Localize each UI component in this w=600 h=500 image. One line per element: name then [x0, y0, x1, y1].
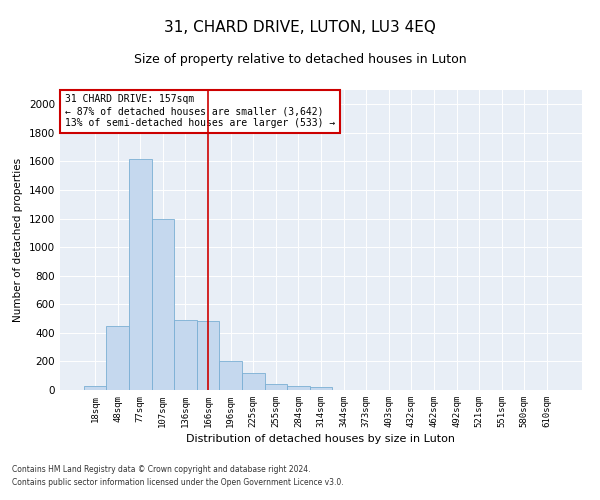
Bar: [152, 218, 174, 390]
X-axis label: Distribution of detached houses by size in Luton: Distribution of detached houses by size …: [187, 434, 455, 444]
Y-axis label: Number of detached properties: Number of detached properties: [13, 158, 23, 322]
Bar: [197, 322, 220, 390]
Bar: [220, 360, 242, 390]
Text: Contains HM Land Registry data © Crown copyright and database right 2024.: Contains HM Land Registry data © Crown c…: [12, 466, 311, 474]
Bar: [265, 384, 287, 390]
Bar: [106, 326, 129, 390]
Bar: [174, 320, 197, 390]
Text: 31 CHARD DRIVE: 157sqm
← 87% of detached houses are smaller (3,642)
13% of semi-: 31 CHARD DRIVE: 157sqm ← 87% of detached…: [65, 94, 335, 128]
Bar: [84, 386, 106, 390]
Text: Contains public sector information licensed under the Open Government Licence v3: Contains public sector information licen…: [12, 478, 344, 487]
Bar: [310, 387, 332, 390]
Bar: [242, 373, 265, 390]
Bar: [129, 158, 152, 390]
Bar: [287, 386, 310, 390]
Text: Size of property relative to detached houses in Luton: Size of property relative to detached ho…: [134, 52, 466, 66]
Text: 31, CHARD DRIVE, LUTON, LU3 4EQ: 31, CHARD DRIVE, LUTON, LU3 4EQ: [164, 20, 436, 35]
